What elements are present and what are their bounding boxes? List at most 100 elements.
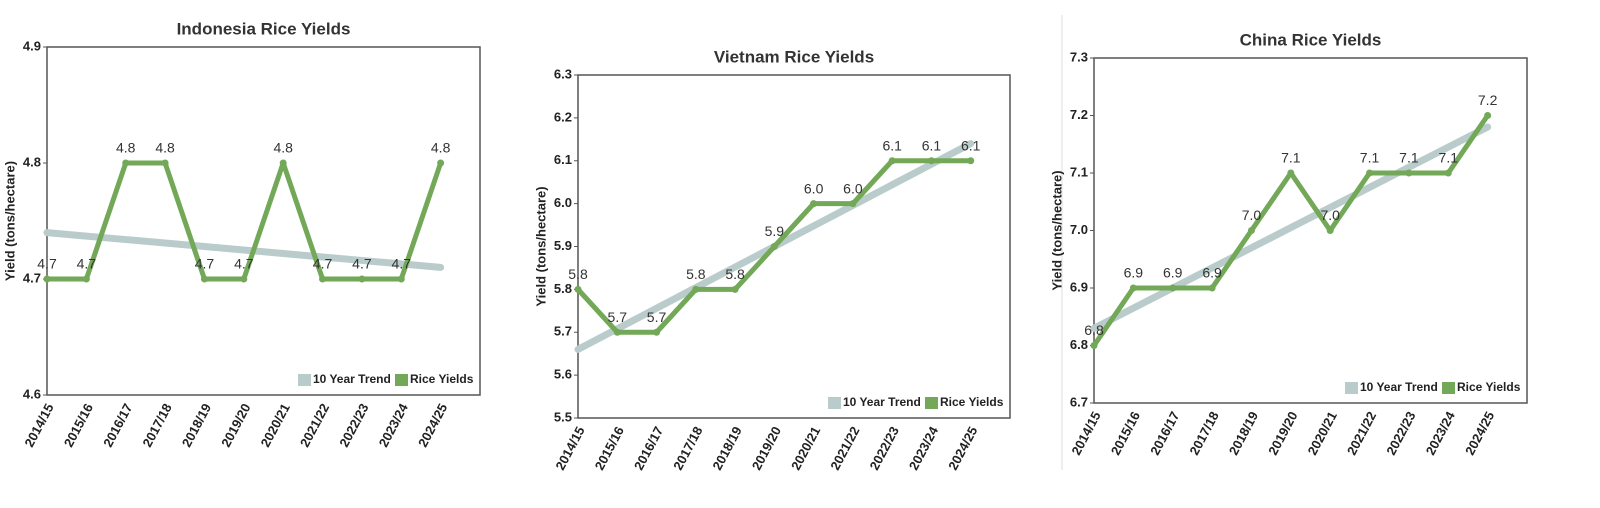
legend-swatch: [1345, 382, 1358, 394]
legend-swatch: [298, 374, 311, 386]
value-label: 7.1: [1281, 150, 1301, 166]
value-label: 7.2: [1478, 92, 1498, 108]
trend-line: [1090, 123, 1492, 332]
x-tick-label: 2019/20: [218, 401, 253, 450]
value-label: 6.0: [843, 180, 863, 196]
y-tick-label: 6.1: [554, 152, 572, 167]
value-label: 4.8: [431, 140, 451, 156]
point: [849, 200, 857, 208]
y-tick-label: 6.9: [1070, 279, 1088, 294]
value-label: 7.1: [1439, 150, 1459, 166]
value-label: 5.8: [568, 266, 588, 282]
legend-label: 10 Year Trend: [1360, 380, 1438, 394]
point: [888, 157, 896, 165]
y-axis-label: Yield (tons/hectare): [533, 186, 548, 306]
point: [1366, 169, 1374, 177]
point: [1405, 169, 1413, 177]
x-tick-label: 2017/18: [670, 424, 705, 473]
legend-label: Rice Yields: [410, 372, 474, 386]
value-label: 4.8: [155, 140, 175, 156]
y-tick-label: 6.3: [554, 66, 572, 81]
x-tick-label: 2022/23: [336, 401, 371, 450]
y-tick-label: 6.0: [554, 195, 572, 210]
value-label: 4.7: [234, 256, 254, 272]
value-label: 4.7: [392, 256, 412, 272]
point: [967, 157, 975, 165]
point: [1208, 284, 1216, 292]
point: [692, 285, 700, 293]
plot-frame: [46, 46, 481, 396]
point: [1287, 169, 1295, 177]
x-tick-label: 2024/25: [1462, 409, 1497, 458]
point: [279, 159, 287, 167]
x-tick-label: 2018/19: [709, 424, 744, 473]
chart-title: China Rice Yields: [1240, 30, 1382, 49]
point: [1444, 169, 1452, 177]
value-label: 6.8: [1084, 322, 1104, 338]
value-label: 4.8: [273, 140, 293, 156]
value-label: 5.7: [647, 309, 667, 325]
point: [240, 275, 248, 283]
y-tick-label: 6.7: [1070, 394, 1088, 409]
x-tick-label: 2017/18: [1186, 409, 1221, 458]
legend-swatch: [395, 374, 408, 386]
plot-frame: [577, 74, 1011, 419]
y-tick-label: 4.8: [23, 154, 41, 169]
x-tick-label: 2020/21: [258, 401, 293, 450]
value-label: 6.1: [961, 137, 981, 153]
x-tick-label: 2024/25: [945, 424, 980, 473]
value-label: 6.1: [882, 137, 902, 153]
legend-label: 10 Year Trend: [313, 372, 391, 386]
point: [437, 159, 445, 167]
value-label: 4.7: [313, 256, 333, 272]
point: [82, 275, 90, 283]
point: [613, 328, 621, 336]
legend-label: Rice Yields: [940, 395, 1004, 409]
x-tick-label: 2014/15: [21, 401, 56, 450]
y-tick-label: 7.3: [1070, 49, 1088, 64]
y-tick-label: 5.7: [554, 324, 572, 339]
value-label: 4.7: [195, 256, 215, 272]
x-tick-label: 2021/22: [827, 424, 862, 473]
value-label: 6.9: [1124, 265, 1144, 281]
value-label: 7.1: [1360, 150, 1380, 166]
x-tick-label: 2017/18: [139, 401, 174, 450]
point: [358, 275, 366, 283]
point: [1326, 227, 1334, 234]
value-label: 4.7: [37, 256, 57, 272]
point: [319, 275, 327, 283]
value-label: 4.7: [77, 256, 97, 272]
point: [927, 157, 935, 165]
value-label: 5.8: [725, 266, 745, 282]
y-tick-label: 7.2: [1070, 107, 1088, 122]
point: [653, 328, 661, 336]
x-tick-label: 2020/21: [788, 424, 823, 473]
x-tick-label: 2022/23: [867, 424, 902, 473]
point: [731, 285, 739, 293]
y-tick-label: 5.6: [554, 367, 572, 382]
plot-frame: [1093, 57, 1528, 404]
y-tick-label: 4.6: [23, 386, 41, 401]
x-tick-label: 2014/15: [552, 424, 587, 473]
value-label: 7.1: [1399, 150, 1419, 166]
value-label: 7.0: [1242, 207, 1262, 223]
chart-title: Indonesia Rice Yields: [177, 19, 351, 38]
legend-swatch: [1442, 382, 1455, 394]
x-tick-label: 2015/16: [592, 424, 627, 473]
x-tick-label: 2023/24: [906, 423, 942, 472]
y-tick-label: 7.1: [1070, 164, 1088, 179]
y-tick-label: 5.8: [554, 281, 572, 296]
point: [161, 159, 169, 167]
value-label: 6.0: [804, 180, 824, 196]
point: [1169, 284, 1177, 292]
y-tick-label: 4.7: [23, 270, 41, 285]
point: [1247, 227, 1255, 234]
chart-title: Vietnam Rice Yields: [714, 47, 874, 66]
x-tick-label: 2016/17: [1147, 409, 1182, 458]
y-axis-label: Yield (tons/hectare): [1049, 170, 1064, 290]
y-tick-label: 5.9: [554, 238, 572, 253]
value-label: 7.0: [1320, 207, 1340, 223]
value-label: 6.9: [1202, 265, 1222, 281]
x-tick-label: 2021/22: [297, 401, 332, 450]
